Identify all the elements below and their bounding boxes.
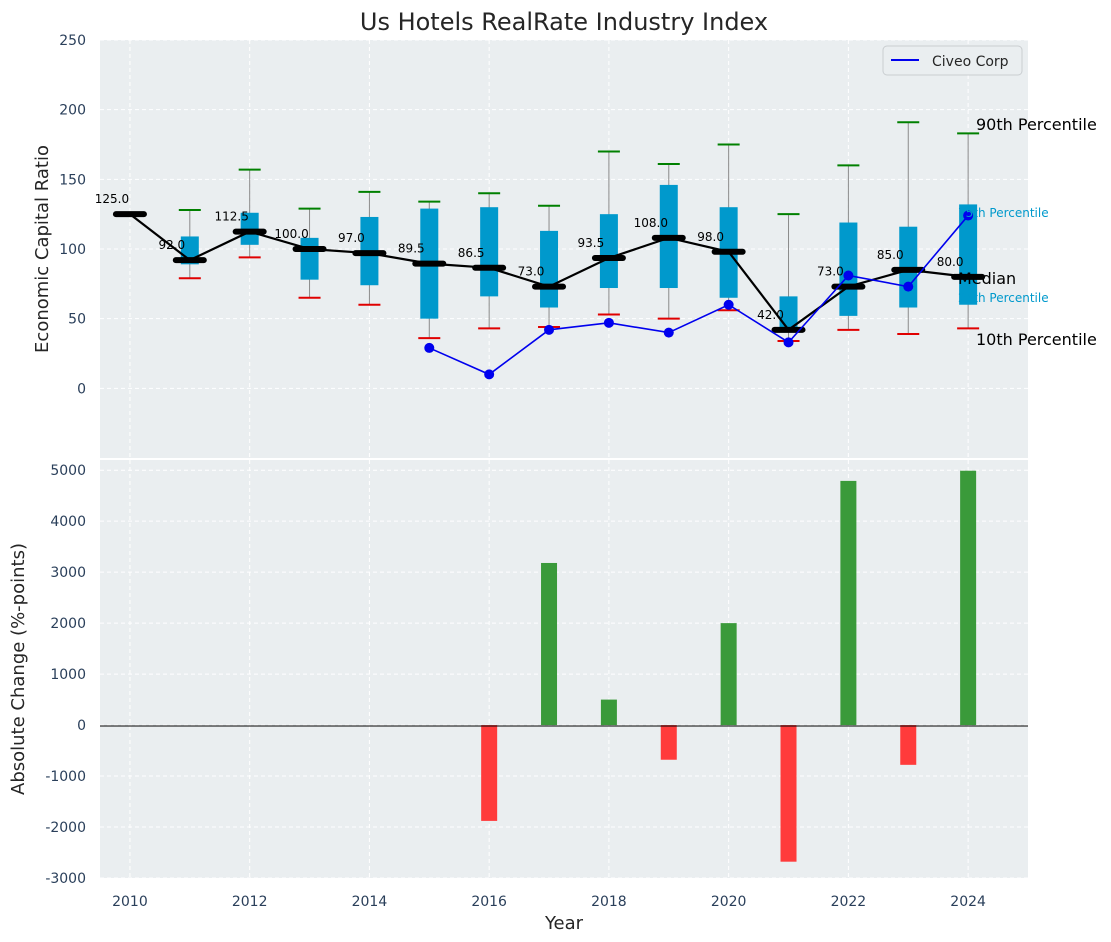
bottom-y-tick-label: -2000 — [45, 820, 86, 836]
x-axis-label: Year — [544, 913, 584, 934]
bottom-y-tick-label: 5000 — [50, 463, 86, 479]
bottom-y-tick-label: 2000 — [50, 616, 86, 632]
iqr-box — [599, 214, 618, 289]
change-bar — [840, 480, 857, 726]
change-bar — [900, 725, 917, 765]
company-point — [723, 299, 734, 310]
median-value-label: 85.0 — [877, 248, 904, 262]
median-value-label: 80.0 — [937, 255, 964, 269]
company-point — [843, 270, 854, 281]
median-value-label: 42.0 — [757, 308, 784, 322]
median-value-label: 73.0 — [817, 265, 844, 279]
change-bar — [600, 699, 617, 726]
bottom-y-axis-label: Absolute Change (%-points) — [8, 543, 29, 795]
iqr-box — [480, 207, 499, 297]
top-y-tick-labels: 0 50 100 150 200 250 — [59, 33, 86, 397]
bottom-plot-area — [100, 460, 1028, 878]
bottom-gridlines — [100, 460, 1028, 879]
top-y-axis-label: Economic Capital Ratio — [32, 145, 53, 353]
company-point — [544, 324, 555, 335]
x-tick-label: 2012 — [232, 894, 268, 910]
change-bar — [720, 623, 737, 726]
annotation-p75: 75th Percentile — [958, 206, 1049, 220]
company-series — [424, 210, 974, 380]
median-value-label: 93.5 — [578, 236, 605, 250]
bottom-y-tick-label: 1000 — [50, 667, 86, 683]
top-y-tick-label: 100 — [59, 242, 86, 258]
percentile-annotations: 90th Percentile 75th Percentile Median 2… — [958, 115, 1097, 349]
change-bar — [960, 470, 977, 726]
x-tick-label: 2016 — [471, 894, 507, 910]
company-point — [783, 337, 794, 348]
top-y-tick-label: 200 — [59, 103, 86, 119]
x-tick-label: 2010 — [112, 894, 148, 910]
company-point — [484, 369, 495, 380]
x-tick-label: 2018 — [591, 894, 627, 910]
iqr-box — [839, 222, 858, 316]
x-tick-label: 2020 — [711, 894, 747, 910]
bottom-y-tick-label: -3000 — [45, 871, 86, 887]
median-value-label: 73.0 — [518, 265, 545, 279]
median-value-label: 112.5 — [214, 210, 248, 224]
x-tick-labels: 2010 2012 2014 2016 2018 2020 2022 2024 — [112, 894, 986, 910]
company-point — [903, 281, 914, 292]
legend: Civeo Corp — [882, 45, 1023, 76]
company-point — [603, 317, 614, 328]
change-bar — [780, 725, 797, 862]
annotation-p25: 25th Percentile — [958, 291, 1049, 305]
company-point — [424, 342, 435, 353]
x-tick-label: 2014 — [352, 894, 388, 910]
x-tick-label: 2024 — [950, 894, 986, 910]
median-value-label: 89.5 — [398, 242, 425, 256]
bottom-y-tick-label: 3000 — [50, 565, 86, 581]
change-bar — [541, 562, 558, 726]
bottom-y-tick-label: 4000 — [50, 514, 86, 530]
change-bar — [660, 725, 677, 760]
iqr-box — [300, 237, 319, 280]
annotation-p10: 10th Percentile — [976, 330, 1097, 349]
change-bar — [481, 725, 498, 821]
bottom-y-tick-label: -1000 — [45, 769, 86, 785]
top-y-tick-label: 0 — [77, 381, 86, 397]
median-value-label: 108.0 — [634, 216, 668, 230]
top-y-tick-label: 150 — [59, 172, 86, 188]
legend-label: Civeo Corp — [932, 54, 1009, 70]
legend-box — [882, 45, 1023, 76]
chart-title: Us Hotels RealRate Industry Index — [360, 8, 768, 36]
company-line — [428, 215, 969, 376]
top-gridlines — [100, 39, 1028, 458]
median-value-label: 98.0 — [697, 230, 724, 244]
median-value-label: 86.5 — [458, 246, 485, 260]
bottom-y-tick-label: 0 — [77, 718, 86, 734]
x-tick-label: 2022 — [831, 894, 867, 910]
median-value-label: 97.0 — [338, 231, 365, 245]
top-y-tick-label: 50 — [68, 312, 86, 328]
median-value-label: 92.0 — [158, 238, 185, 252]
annotation-median: Median — [958, 269, 1016, 288]
annotation-p90: 90th Percentile — [976, 115, 1097, 134]
median-value-label: 125.0 — [95, 192, 129, 206]
company-point — [963, 210, 974, 221]
change-bars — [481, 470, 977, 862]
company-point — [663, 327, 674, 338]
top-y-tick-label: 250 — [59, 33, 86, 49]
median-value-label: 100.0 — [274, 227, 308, 241]
bottom-y-tick-labels: -3000 -2000 -1000 0 1000 2000 3000 4000 5000 — [45, 463, 86, 887]
